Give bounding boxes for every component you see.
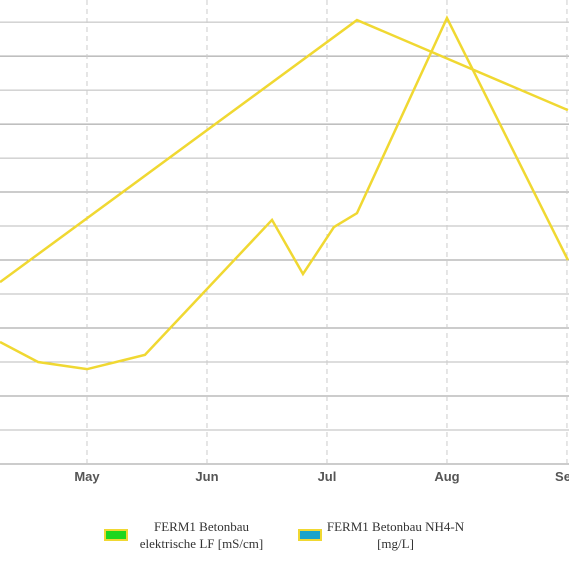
legend-item[interactable]: FERM1 Betonbau elektrische LF [mS/cm] <box>103 518 272 552</box>
legend-label: FERM1 Betonbau NH4-N [mg/L] <box>326 519 465 551</box>
series-line <box>0 15 569 371</box>
x-tick-label: Sep <box>555 469 569 484</box>
legend-swatch <box>297 529 322 541</box>
series-line <box>0 18 569 284</box>
x-tick-label: May <box>74 469 100 484</box>
legend-label: FERM1 Betonbau elektrische LF [mS/cm] <box>139 519 264 551</box>
x-tick-label: Jul <box>318 469 337 484</box>
legend-swatch <box>103 529 128 541</box>
legend-item[interactable]: FERM1 Betonbau NH4-N [mg/L] <box>297 518 466 552</box>
x-tick-label: Aug <box>434 469 459 484</box>
chart: May Jun Jul Aug Sep <box>0 0 569 484</box>
x-tick-label: Jun <box>195 469 218 484</box>
legend: FERM1 Betonbau elektrische LF [mS/cm] FER… <box>0 518 569 552</box>
